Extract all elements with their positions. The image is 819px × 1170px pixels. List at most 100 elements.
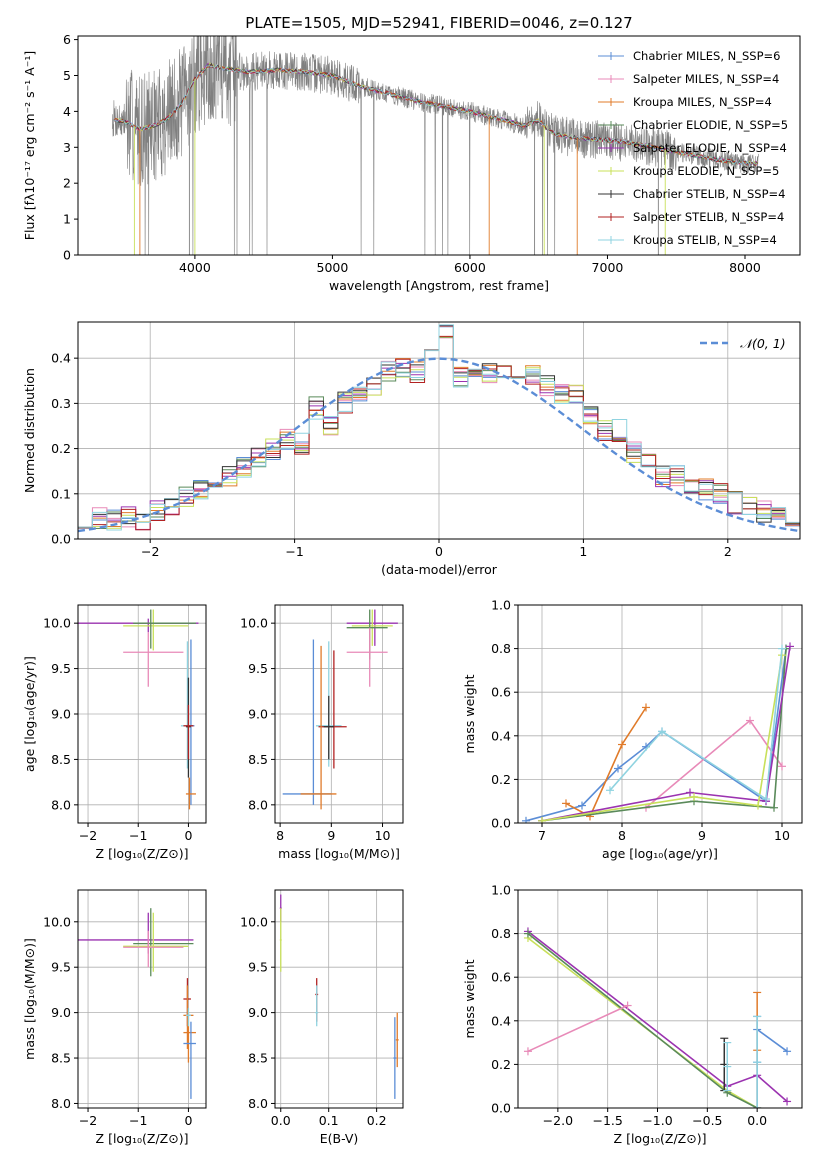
y-tick-label: 8.5 — [51, 1051, 71, 1066]
y-tick-label: 0.0 — [491, 816, 511, 831]
age_vs_z-frame — [77, 604, 207, 824]
legend-label: Kroupa STELIB, N_SSP=4 — [633, 233, 777, 247]
y-tick-label: 0.4 — [491, 728, 511, 743]
x-axis-label: mass [log₁₀(M/M⊙)] — [278, 846, 400, 861]
y-tick-label: 0.8 — [491, 926, 511, 941]
y-tick-label: 8.5 — [248, 752, 268, 767]
y-tick-label: 9.5 — [248, 661, 268, 676]
x-tick-label: −2 — [79, 1113, 97, 1128]
y-tick-label: 8.0 — [51, 1096, 71, 1111]
weight_vs_z-frame — [517, 889, 803, 1109]
y-tick-label: 10.0 — [43, 914, 71, 929]
x-tick-label: −0.5 — [692, 1113, 722, 1128]
residual-histogram-kroupa-stelib — [78, 324, 800, 531]
x-tick-label: 0 — [184, 828, 192, 843]
spectrum-plot — [112, 36, 759, 255]
legend-label: Chabrier ELODIE, N_SSP=5 — [633, 118, 788, 132]
normal-curve — [78, 357, 800, 533]
x-tick-label: −1 — [129, 1113, 147, 1128]
y-tick-label: 8.0 — [248, 1096, 268, 1111]
x-tick-label: 7 — [538, 828, 546, 843]
y-tick-label: 5 — [63, 68, 71, 83]
x-tick-label: 4000 — [179, 260, 211, 275]
age-vs-z-plot — [78, 609, 199, 810]
y-tick-label: 0.8 — [491, 641, 511, 656]
x-tick-label: −1 — [285, 544, 303, 559]
legend-label: Salpeter ELODIE, N_SSP=4 — [633, 141, 787, 155]
y-tick-label: 8.5 — [248, 1051, 268, 1066]
residuals-frame — [77, 321, 801, 540]
series-chabrier-miles — [756, 1028, 788, 1052]
legend-label-normal: 𝒩(0, 1) — [740, 336, 786, 351]
y-axis-label: age [log₁₀(age/yr)] — [22, 656, 37, 772]
series-kroupa-elodie — [541, 654, 783, 822]
legend-label: Kroupa ELODIE, N_SSP=5 — [633, 164, 779, 178]
spectrum-axes: 4000 5000 6000 7000 8000 0 1 2 3 4 5 6 wavelength [A… — [22, 32, 761, 293]
model-spectrum-kroupa-stelib — [112, 63, 758, 167]
y-tick-label: 9.0 — [51, 1005, 71, 1020]
y-tick-label: 10.0 — [43, 616, 71, 631]
weight_vs_age-plot — [522, 642, 794, 823]
y-tick-label: 1.0 — [491, 598, 511, 613]
y-tick-label: 9.0 — [248, 1005, 268, 1020]
x-tick-label: 8 — [276, 828, 284, 843]
legend-label: Salpeter MILES, N_SSP=4 — [633, 72, 779, 86]
y-tick-label: 9.5 — [51, 960, 71, 975]
x-tick-label: 8000 — [729, 260, 761, 275]
x-tick-label: 7000 — [592, 260, 624, 275]
x-tick-label: 2 — [724, 544, 732, 559]
x-tick-label: 5000 — [317, 260, 349, 275]
y-tick-label: 1 — [63, 212, 71, 227]
y-tick-label: 0.0 — [51, 532, 71, 547]
mass_vs_z-axes: −2 −1 0 8.0 8.5 9.0 9.5 10.0 Z [log₁₀(Z/Z⊙)] mass… — [22, 890, 206, 1146]
spectrum-legend: Chabrier MILES, N_SSP=6 Salpeter MILES, N… — [598, 49, 788, 247]
weight_vs_z-plot — [523, 927, 792, 1108]
x-axis-label: (data-model)/error — [381, 562, 498, 577]
mass_vs_ebv-frame — [274, 889, 404, 1109]
y-tick-label: 9.0 — [248, 707, 268, 722]
x-tick-label: 0.1 — [319, 1113, 339, 1128]
page-title: PLATE=1505, MJD=52941, FIBERID=0046, z=0… — [245, 14, 632, 32]
weight_vs_age-frame — [517, 604, 803, 824]
y-axis-label: mass [log₁₀(M/M⊙)] — [22, 938, 37, 1060]
y-tick-label: 8.5 — [51, 752, 71, 767]
legend-label: Salpeter STELIB, N_SSP=4 — [633, 210, 784, 224]
x-tick-label: 0.0 — [271, 1113, 291, 1128]
y-tick-label: 2 — [63, 176, 71, 191]
y-tick-label: 9.5 — [51, 661, 71, 676]
x-tick-label: 6000 — [454, 260, 486, 275]
x-tick-label: −2 — [141, 544, 159, 559]
y-tick-label: 8.0 — [248, 797, 268, 812]
x-tick-label: 0 — [435, 544, 443, 559]
y-tick-label: 3 — [63, 140, 71, 155]
y-tick-label: 9.0 — [51, 707, 71, 722]
y-tick-label: 0.6 — [491, 685, 511, 700]
weight_vs_z-axes: −2.0 −1.5 −1.0 −0.5 0.0 0.0 0.2 0.4 0.6 0.8 1.0 Z [… — [462, 883, 802, 1146]
x-axis-label: Z [log₁₀(Z/Z⊙)] — [614, 1131, 707, 1146]
y-tick-label: 6 — [63, 32, 71, 47]
mass-vs-z-plot — [78, 908, 196, 1099]
mass_vs_ebv-axes: 0.0 0.1 0.2 8.0 8.5 9.0 9.5 10.0 E(B-V) — [240, 890, 403, 1146]
x-tick-label: 9 — [327, 828, 335, 843]
y-tick-label: 8.0 — [51, 797, 71, 812]
x-tick-label: 10 — [774, 828, 790, 843]
y-axis-label: mass weight — [462, 674, 477, 753]
x-axis-label: wavelength [Angstrom, rest frame] — [329, 278, 549, 293]
y-axis-label: Flux [fλ10⁻¹⁷ erg cm⁻² s⁻¹ A⁻¹] — [22, 51, 37, 240]
y-tick-label: 10.0 — [240, 914, 268, 929]
y-tick-label: 0.4 — [491, 1013, 511, 1028]
y-tick-label: 0.1 — [51, 486, 71, 501]
y-tick-label: 0.2 — [491, 772, 511, 787]
series-kroupa-stelib — [609, 648, 783, 801]
age-vs-mass-plot — [282, 609, 398, 810]
y-tick-label: 0 — [63, 248, 71, 263]
mass-vs-ebv-plot — [279, 894, 399, 1099]
y-tick-label: 9.5 — [248, 960, 268, 975]
y-axis-label: Normed distribution — [22, 368, 37, 493]
y-tick-label: 0.6 — [491, 970, 511, 985]
y-tick-label: 0.4 — [51, 351, 71, 366]
x-tick-label: −1.5 — [593, 1113, 623, 1128]
legend-label: Kroupa MILES, N_SSP=4 — [633, 95, 772, 109]
age_vs_mass-frame — [274, 604, 404, 824]
